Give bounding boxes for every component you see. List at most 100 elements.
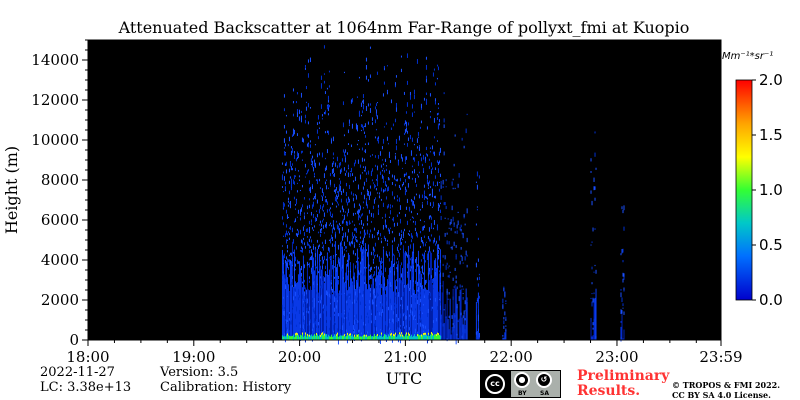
signal-speck (338, 264, 340, 267)
signal-speck (320, 231, 322, 234)
signal-speck (428, 267, 430, 272)
signal-speck (413, 143, 415, 146)
signal-speck (321, 281, 323, 285)
signal-speck (323, 277, 325, 282)
signal-speck (392, 331, 394, 336)
signal-speck (381, 146, 383, 150)
boundary-layer-column (336, 334, 338, 340)
signal-speck (331, 202, 333, 206)
signal-speck (299, 250, 301, 252)
signal-speck (324, 110, 326, 115)
signal-speck (463, 214, 465, 218)
signal-speck (593, 323, 595, 326)
signal-speck (368, 235, 370, 238)
signal-speck (284, 259, 286, 264)
signal-speck (449, 304, 451, 307)
signal-speck (366, 215, 368, 220)
signal-column (448, 329, 450, 340)
signal-speck (320, 284, 322, 289)
signal-speck (359, 247, 361, 252)
signal-speck (285, 262, 287, 266)
signal-speck (303, 299, 305, 304)
signal-speck (354, 159, 356, 164)
signal-speck (431, 192, 433, 198)
signal-speck (477, 283, 479, 287)
signal-speck (447, 267, 449, 269)
signal-speck (293, 154, 295, 160)
signal-speck (316, 179, 318, 185)
signal-speck (503, 288, 505, 291)
signal-speck (304, 114, 306, 119)
signal-speck (429, 111, 431, 113)
signal-speck (304, 299, 306, 303)
signal-speck (415, 193, 417, 196)
signal-speck (367, 260, 369, 262)
signal-speck (347, 208, 349, 214)
signal-speck (404, 156, 406, 158)
signal-column (294, 281, 296, 340)
signal-speck (303, 315, 305, 320)
signal-speck (396, 222, 398, 226)
signal-speck (453, 241, 455, 247)
boundary-layer-column (320, 335, 322, 340)
signal-speck (375, 179, 377, 181)
signal-speck (309, 140, 311, 143)
signal-speck (345, 221, 347, 224)
signal-speck (402, 313, 404, 317)
signal-speck (431, 330, 433, 335)
signal-column (620, 326, 622, 340)
signal-speck (288, 274, 290, 278)
signal-speck (453, 224, 455, 227)
signal-speck (438, 119, 440, 123)
signal-speck (404, 121, 406, 125)
signal-speck (383, 126, 385, 128)
signal-column (344, 272, 346, 340)
signal-speck (365, 57, 367, 62)
signal-speck (373, 183, 375, 189)
signal-speck (296, 112, 298, 118)
signal-speck (313, 159, 315, 163)
signal-speck (333, 173, 335, 177)
signal-speck (348, 308, 350, 310)
signal-speck (311, 302, 313, 307)
signal-speck (283, 94, 285, 98)
signal-speck (311, 226, 313, 230)
signal-speck (290, 146, 292, 149)
boundary-layer-column (411, 336, 413, 340)
boundary-layer-column (393, 336, 395, 340)
signal-speck (353, 285, 355, 290)
signal-speck (454, 187, 456, 190)
boundary-layer-column (300, 335, 302, 340)
signal-speck (395, 317, 397, 322)
signal-speck (394, 82, 396, 87)
signal-speck (381, 330, 383, 333)
signal-speck (437, 112, 439, 115)
signal-speck (289, 205, 291, 209)
signal-speck (337, 193, 339, 197)
signal-speck (319, 299, 321, 304)
signal-speck (460, 228, 462, 232)
signal-speck (361, 147, 363, 151)
signal-speck (366, 204, 368, 209)
signal-speck (477, 304, 479, 308)
signal-speck (307, 134, 309, 138)
boundary-layer-peak (422, 333, 424, 336)
signal-column (447, 319, 449, 340)
signal-speck (391, 230, 393, 234)
signal-speck (310, 239, 312, 243)
signal-speck (400, 68, 402, 73)
signal-speck (306, 134, 308, 137)
signal-speck (414, 269, 416, 272)
signal-speck (356, 282, 358, 288)
signal-speck (330, 224, 332, 227)
signal-speck (402, 182, 404, 186)
signal-speck (367, 266, 369, 270)
signal-speck (326, 149, 328, 154)
signal-speck (368, 277, 370, 280)
signal-speck (326, 87, 328, 90)
signal-speck (426, 197, 428, 200)
signal-speck (594, 197, 596, 201)
signal-column (417, 250, 419, 340)
signal-speck (420, 237, 422, 242)
signal-speck (456, 303, 458, 309)
